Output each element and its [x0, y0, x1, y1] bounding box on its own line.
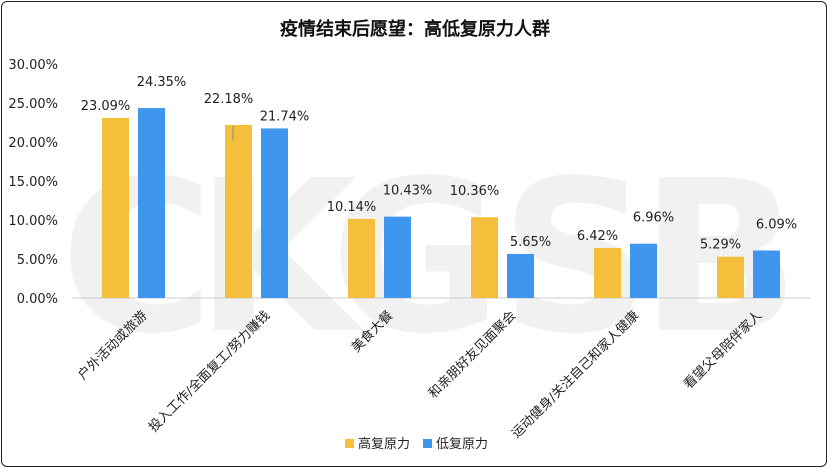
legend-swatch	[345, 439, 354, 448]
bar	[261, 128, 288, 298]
bar	[102, 117, 129, 298]
data-label: 10.43%	[383, 184, 433, 199]
bar	[717, 256, 744, 298]
y-tick-label: 25.00%	[8, 97, 58, 112]
y-tick-label: 10.00%	[8, 214, 58, 229]
y-tick-label: 5.00%	[17, 253, 58, 268]
bar	[384, 216, 411, 298]
data-label: 6.96%	[633, 211, 674, 226]
data-label: 24.35%	[137, 75, 187, 90]
data-label: 23.09%	[81, 99, 131, 114]
data-label: 6.09%	[756, 217, 797, 232]
legend-label: 低复原力	[436, 437, 488, 452]
data-label: 10.14%	[327, 200, 377, 215]
legend-swatch	[423, 439, 432, 448]
watermark-letter: C	[60, 135, 214, 380]
y-axis: 0.00% 5.00% 10.00% 15.00% 20.00% 25.00% 30.00%	[8, 58, 58, 307]
bar	[348, 218, 375, 298]
y-tick-label: 20.00%	[8, 136, 58, 151]
legend-label: 高复原力	[358, 436, 410, 452]
data-label: 21.74%	[260, 109, 310, 124]
bars	[102, 108, 780, 298]
legend: 高复原力 低复原力	[345, 436, 488, 452]
chart-title: 疫情结束后愿望：高低复原力人群	[280, 18, 550, 40]
data-label: 10.36%	[450, 184, 500, 199]
watermark: CKGSB	[60, 135, 800, 380]
data-label: 6.42%	[577, 229, 618, 244]
bar	[630, 243, 657, 298]
bar	[507, 253, 534, 298]
bar	[225, 124, 252, 298]
data-label: 5.29%	[700, 238, 741, 253]
data-label: 5.65%	[510, 235, 551, 250]
data-label: 22.18%	[204, 92, 254, 107]
bar	[138, 108, 165, 298]
bar	[753, 250, 780, 298]
y-tick-label: 0.00%	[17, 292, 58, 307]
data-labels: 23.09% 24.35% 22.18% 21.74% 10.14% 10.43% 10.3…	[81, 75, 797, 253]
bar	[594, 247, 621, 298]
bar	[471, 217, 498, 298]
y-tick-label: 15.00%	[8, 175, 58, 190]
y-tick-label: 30.00%	[8, 58, 58, 73]
